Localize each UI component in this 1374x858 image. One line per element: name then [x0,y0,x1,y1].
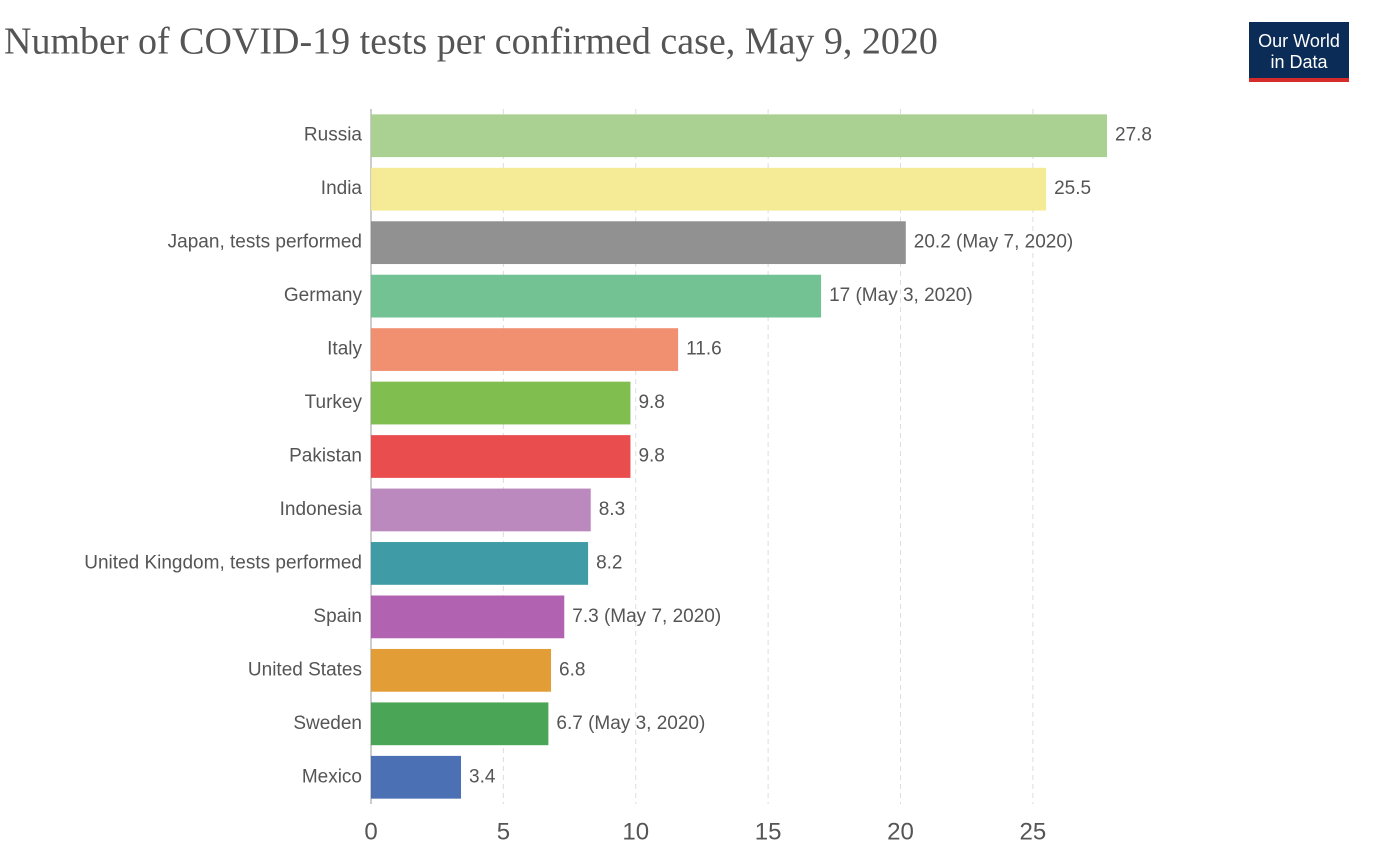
y-tick-label: Pakistan [289,446,362,467]
logo-text: Our World [1258,31,1340,51]
chart-title: Number of COVID-19 tests per confirmed c… [4,21,938,63]
x-tick-label: 0 [364,818,377,845]
y-tick-label: Germany [284,285,363,306]
value-label: 7.3 (May 7, 2020) [572,606,721,627]
bar [371,221,906,265]
x-tick-label: 15 [755,818,782,845]
bar [371,435,631,478]
bar [371,381,631,425]
bar [371,702,549,746]
bar [371,595,565,639]
bar [371,648,552,692]
x-tick-label: 10 [622,818,649,845]
value-label: 27.8 [1115,125,1152,146]
x-tick-label: 20 [887,818,914,845]
y-tick-label: Italy [327,339,362,360]
y-tick-label: Indonesia [280,499,363,520]
value-label: 8.3 [599,499,625,520]
value-label: 3.4 [469,766,496,787]
value-label: 17 (May 3, 2020) [829,285,973,306]
y-tick-label: Sweden [293,713,362,734]
x-tick-label: 5 [497,818,510,845]
value-label: 8.2 [596,552,622,573]
value-label: 6.7 (May 3, 2020) [556,713,705,734]
value-label: 6.8 [559,659,585,680]
y-tick-label: India [321,178,363,199]
bar [371,488,591,532]
y-tick-label: Russia [304,125,363,146]
value-label: 25.5 [1054,178,1091,199]
y-tick-label: Mexico [302,766,362,787]
logo-box [1249,22,1349,78]
logo: Our World in Data [1249,22,1349,82]
bar [371,328,679,371]
y-tick-label: United Kingdom, tests performed [84,552,362,573]
value-label: 9.8 [638,392,664,413]
y-tick-label: Turkey [305,392,363,413]
bar [371,542,589,585]
bar [371,274,822,318]
x-tick-label: 25 [1020,818,1047,845]
logo-bar [1249,78,1349,82]
value-label: 11.6 [686,339,722,360]
bar [371,167,1047,211]
y-tick-label: Japan, tests performed [168,232,362,253]
bar [371,755,462,799]
bar [371,114,1107,158]
value-label: 20.2 (May 7, 2020) [914,232,1073,253]
y-tick-label: Spain [313,606,362,627]
logo-text: in Data [1270,52,1328,72]
y-tick-label: United States [248,659,362,680]
value-label: 9.8 [638,446,664,467]
